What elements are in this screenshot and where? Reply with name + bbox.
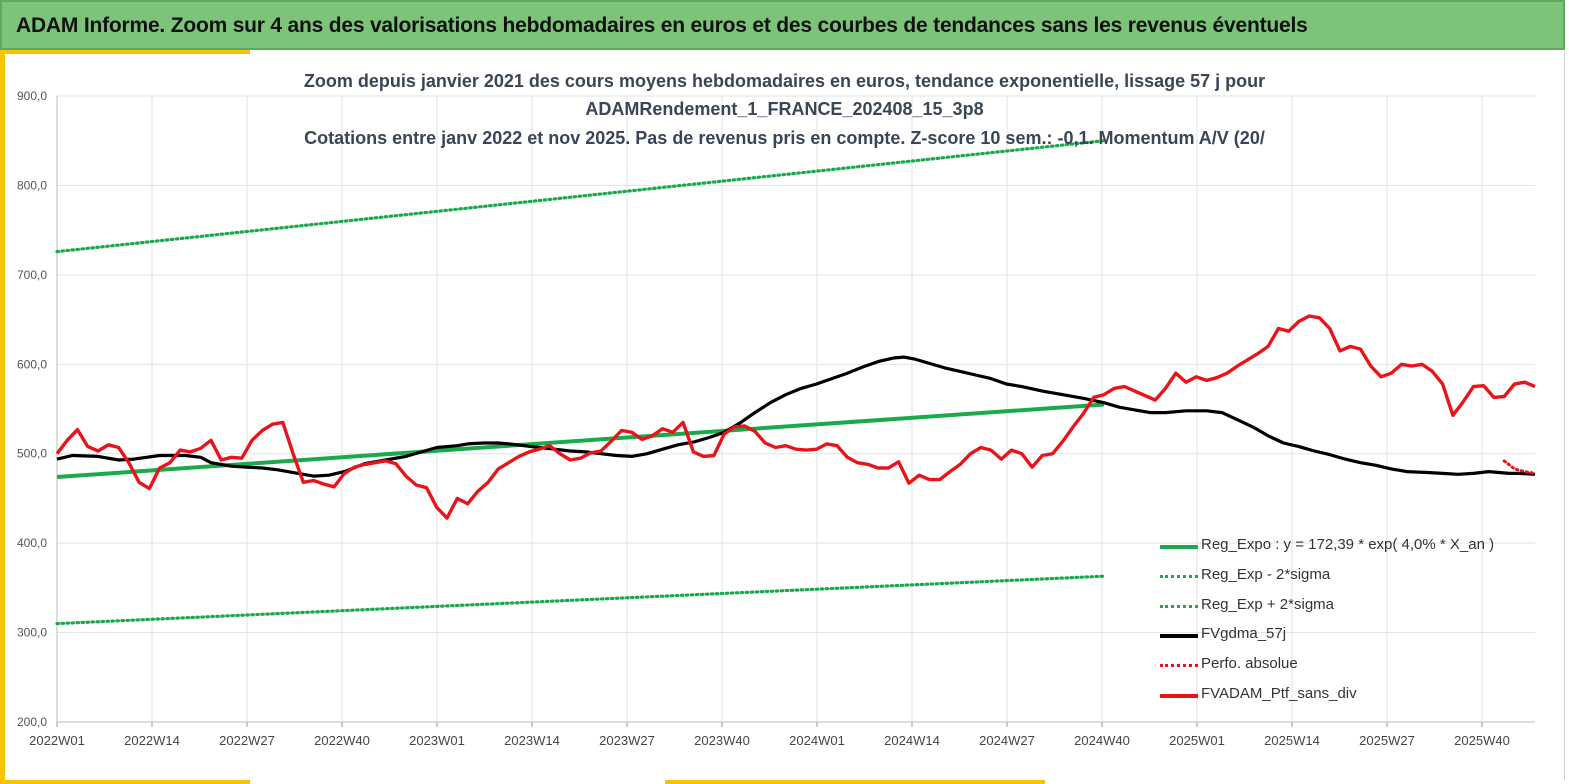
series-perfo-absolue [1502, 459, 1537, 475]
accent-bar-bottom [0, 780, 250, 784]
legend-item-reg-expo: Reg_Expo : y = 172,39 * exp( 4,0% * X_an… [1158, 536, 1558, 566]
page-title: ADAM Informe. Zoom sur 4 ans des valoris… [16, 14, 1308, 37]
legend-item-reg-exp-plus: Reg_Exp + 2*sigma [1158, 596, 1558, 626]
legend-label-fvadam: FVADAM_Ptf_sans_div [1201, 684, 1357, 702]
x-tick-label: 2024W01 [789, 733, 845, 748]
chart-title-line-2: ADAMRendement_1_FRANCE_202408_15_3p8 [585, 99, 984, 119]
y-tick-label: 300,0 [17, 626, 47, 640]
series-fvgdma-57j [56, 355, 1536, 478]
legend-item-fvgdma: FVgdma_57j [1158, 625, 1558, 655]
x-tick-label: 2025W14 [1264, 733, 1320, 748]
y-tick-label: 700,0 [17, 268, 47, 282]
chart-frame [5, 52, 1565, 780]
legend-swatch-reg-expo [1160, 545, 1198, 549]
accent-bar-top [0, 50, 250, 54]
series-reg-exp-plus-2sigma [55, 139, 1106, 254]
legend-swatch-reg-exp-minus [1160, 574, 1198, 578]
legend-label-reg-exp-plus: Reg_Exp + 2*sigma [1201, 595, 1334, 613]
legend-swatch-fvgdma [1160, 634, 1198, 639]
legend-swatch-perfo [1160, 664, 1198, 668]
y-tick-label: 200,0 [17, 715, 47, 729]
x-tick-label: 2024W14 [884, 733, 940, 748]
legend-item-reg-exp-minus: Reg_Exp - 2*sigma [1158, 566, 1558, 596]
x-tick-label: 2023W14 [504, 733, 560, 748]
chart-title-line-3: Cotations entre janv 2022 et nov 2025. P… [304, 128, 1265, 148]
series-reg-exp-minus-2sigma [55, 574, 1106, 626]
x-tick-label: 2025W01 [1169, 733, 1225, 748]
legend-label-perfo: Perfo. absolue [1201, 655, 1298, 673]
series-fvadam-ptf-sans-div [55, 314, 1536, 520]
x-tick-label: 2023W01 [409, 733, 465, 748]
legend-label-fvgdma: FVgdma_57j [1201, 625, 1287, 643]
y-tick-label: 900,0 [17, 89, 47, 103]
legend-item-perfo: Perfo. absolue [1158, 655, 1558, 685]
x-tick-label: 2022W01 [29, 733, 85, 748]
y-tick-label: 500,0 [17, 447, 47, 461]
x-tick-label: 2024W27 [979, 733, 1035, 748]
chart-title-line-1: Zoom depuis janvier 2021 des cours moyen… [303, 71, 1266, 91]
header-banner: ADAM Informe. Zoom sur 4 ans des valoris… [0, 0, 1565, 50]
x-tick-label: 2025W27 [1359, 733, 1415, 748]
accent-bar-bottom-mid [665, 780, 1045, 784]
chart-legend: Reg_Expo : y = 172,39 * exp( 4,0% * X_an… [1158, 536, 1558, 715]
legend-label-reg-expo: Reg_Expo : y = 172,39 * exp( 4,0% * X_an… [1201, 536, 1495, 553]
legend-swatch-fvadam [1160, 693, 1198, 698]
x-tick-label: 2023W40 [694, 733, 750, 748]
legend-swatch-reg-exp-plus [1160, 604, 1198, 608]
x-tick-label: 2022W27 [219, 733, 275, 748]
x-tick-label: 2024W40 [1074, 733, 1130, 748]
x-tick-label: 2022W40 [314, 733, 370, 748]
y-tick-label: 400,0 [17, 536, 47, 550]
series-reg-expo-line [56, 402, 1105, 479]
legend-label-reg-exp-minus: Reg_Exp - 2*sigma [1201, 565, 1331, 583]
y-tick-label: 800,0 [17, 178, 47, 192]
legend-item-fvadam: FVADAM_Ptf_sans_div [1158, 685, 1558, 715]
accent-bar-left [0, 50, 5, 784]
x-tick-label: 2022W14 [124, 733, 180, 748]
y-tick-label: 600,0 [17, 357, 47, 371]
x-tick-label: 2025W40 [1454, 733, 1510, 748]
x-tick-label: 2023W27 [599, 733, 655, 748]
